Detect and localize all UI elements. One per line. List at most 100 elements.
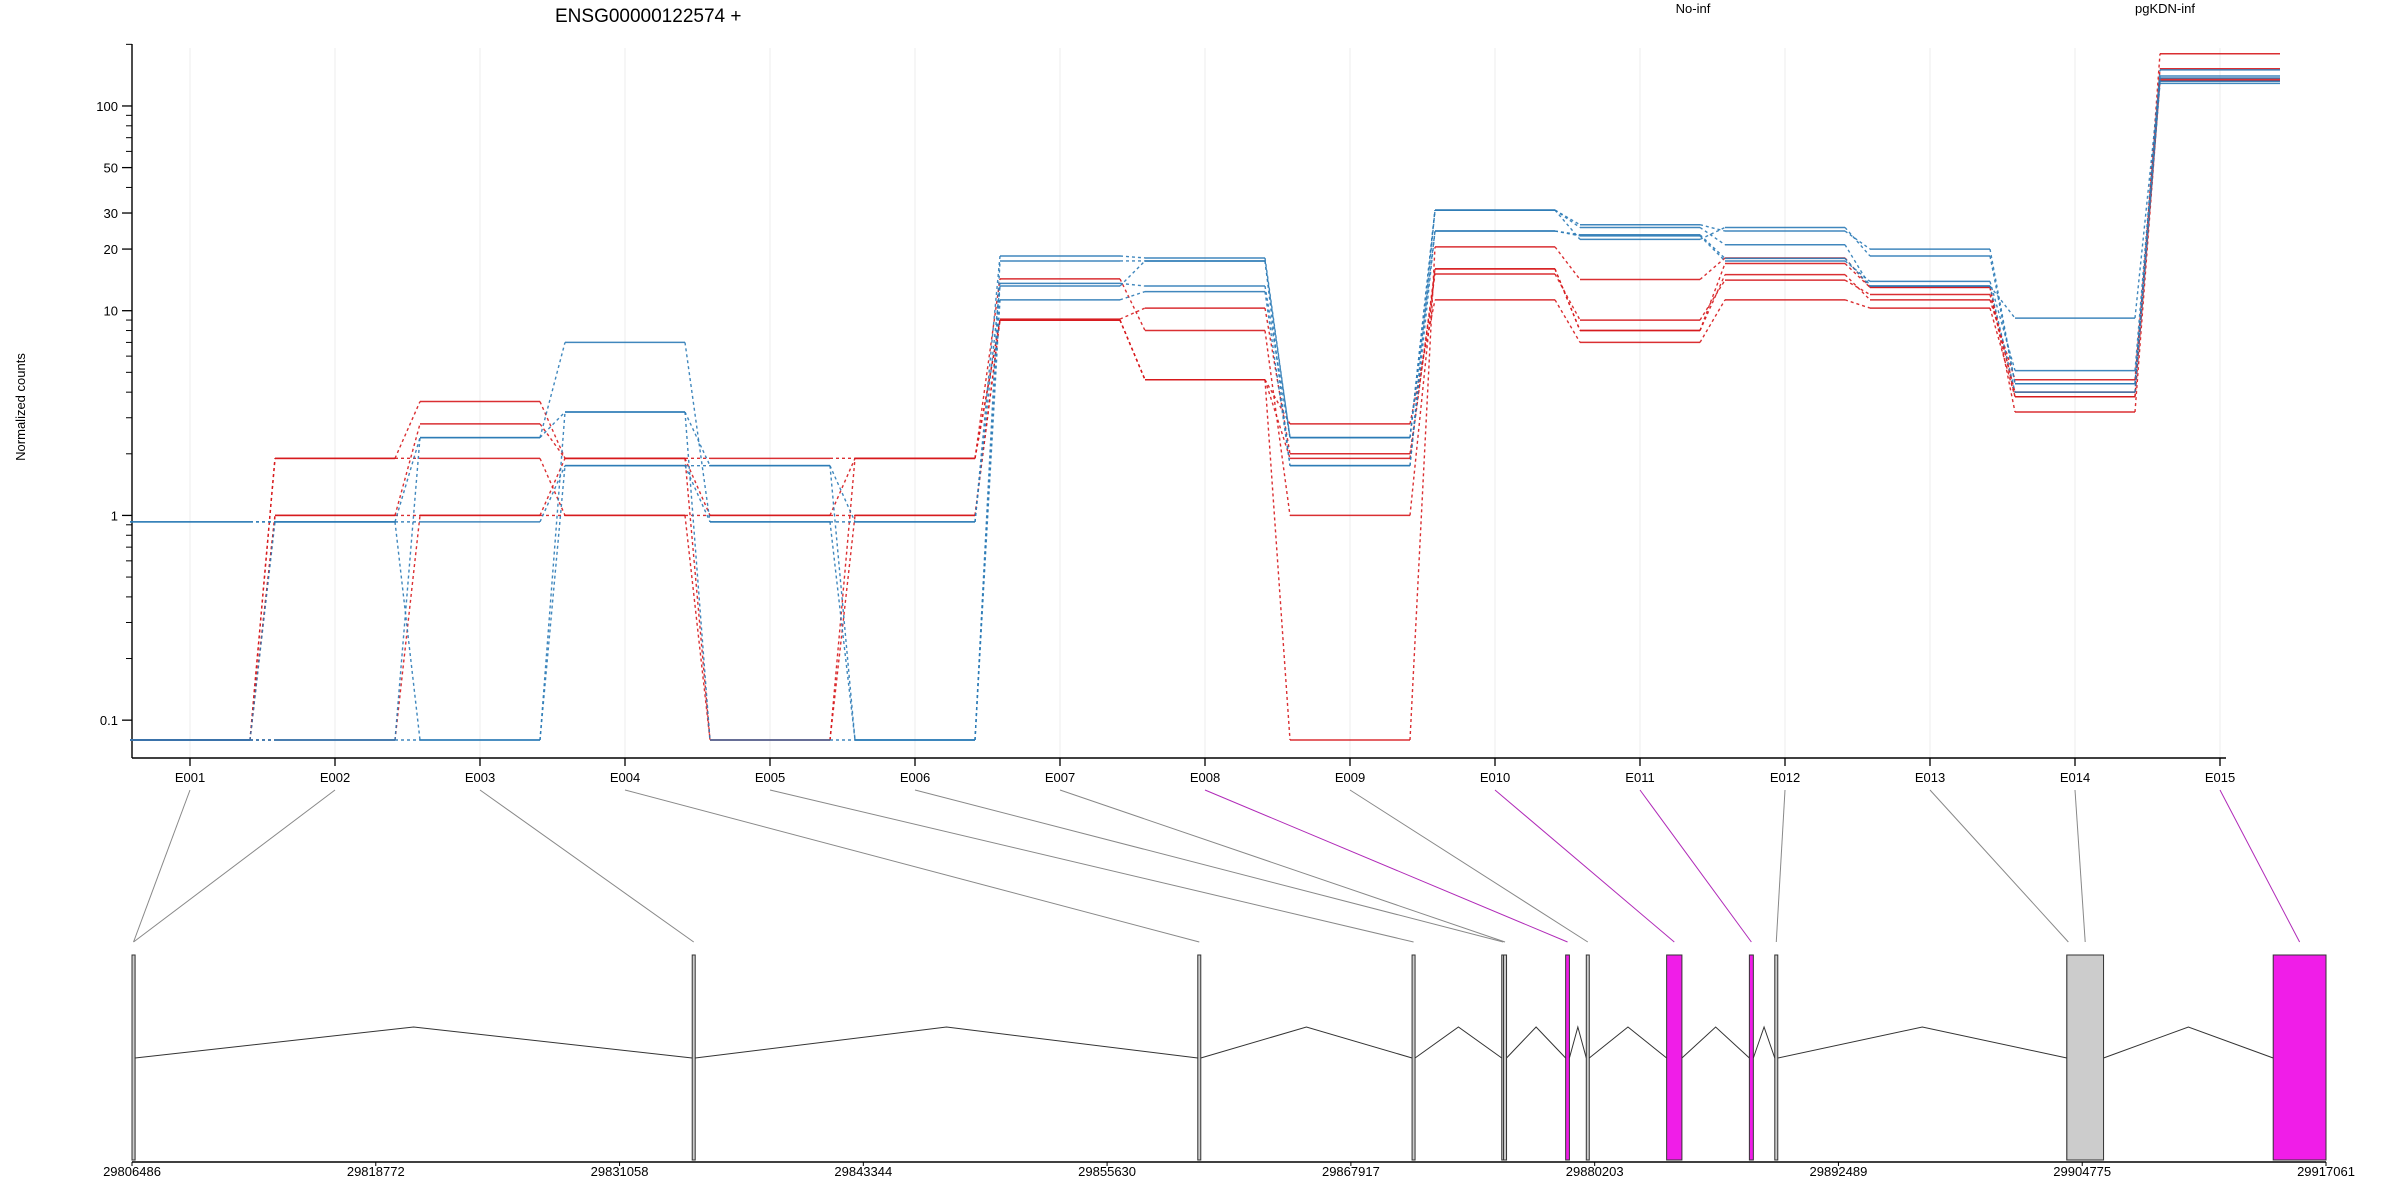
genome-tick-label: 29867917 xyxy=(1322,1164,1380,1179)
series-connector xyxy=(1264,330,1291,516)
series-connector xyxy=(394,521,421,741)
intron-line xyxy=(695,1026,1198,1059)
series-connector xyxy=(684,458,711,516)
x-tick-label: E003 xyxy=(465,770,495,785)
series-connector xyxy=(684,411,711,466)
series-connector xyxy=(394,401,421,459)
series-connector xyxy=(1699,224,1726,232)
genome-tick-label: 29818772 xyxy=(347,1164,405,1179)
connector-e012 xyxy=(1775,789,1786,943)
exon-box-e011 xyxy=(1748,954,1754,1161)
series-connector xyxy=(1264,379,1291,459)
series-connector xyxy=(1844,244,1871,287)
series-connector xyxy=(539,411,566,741)
y-axis-label: Normalized counts xyxy=(13,353,28,461)
connector-e006 xyxy=(914,789,1504,943)
series-connector xyxy=(1119,255,1146,259)
series-connector xyxy=(829,521,856,741)
series-connector xyxy=(1844,227,1871,257)
exon-connectors xyxy=(133,789,2301,943)
genome-tick-label: 29880203 xyxy=(1566,1164,1624,1179)
x-tick-label: E010 xyxy=(1480,770,1510,785)
series-connector xyxy=(1409,230,1436,438)
series-connector xyxy=(1119,260,1146,287)
intron-line xyxy=(1200,1026,1413,1059)
series-connector xyxy=(1409,246,1436,741)
series-connector xyxy=(684,515,711,741)
genome-tick-label: 29806486 xyxy=(103,1164,161,1179)
series-connector xyxy=(1119,282,1146,287)
series-connector xyxy=(974,299,1001,741)
series-connector xyxy=(1554,209,1581,226)
series-connector xyxy=(1844,279,1871,296)
series-connector xyxy=(2134,77,2161,393)
series-connector xyxy=(1409,268,1436,516)
x-tick-label: E002 xyxy=(320,770,350,785)
series-connector xyxy=(684,458,711,741)
series-connector xyxy=(1989,299,2016,380)
x-tick-label: E011 xyxy=(1625,770,1654,785)
connector-e008 xyxy=(1204,789,1568,943)
exon-box-e015 xyxy=(2272,954,2327,1161)
series-connector xyxy=(1554,246,1581,280)
exon-box-e005 xyxy=(1411,954,1416,1161)
genome-tick-label: 29917061 xyxy=(2297,1164,2355,1179)
series-connector xyxy=(1989,281,2016,371)
series-connector xyxy=(1844,257,1871,287)
x-tick-label: E008 xyxy=(1190,770,1220,785)
y-tick-label: 100 xyxy=(96,99,118,114)
series-connector xyxy=(1554,299,1581,343)
connector-e002 xyxy=(133,789,336,943)
intron-line xyxy=(1506,1026,1567,1059)
series-connector xyxy=(1264,260,1291,466)
series-connector xyxy=(1264,285,1291,438)
connector-e011 xyxy=(1639,789,1752,943)
series-connector xyxy=(394,437,421,523)
series-connector xyxy=(829,465,856,741)
intron-line xyxy=(135,1026,693,1059)
connector-e003 xyxy=(479,789,695,943)
series-connector xyxy=(1119,307,1146,320)
series-connector xyxy=(684,465,711,523)
series-connector xyxy=(539,465,566,741)
series-connector xyxy=(2134,69,2161,371)
x-tick-label: E007 xyxy=(1045,770,1075,785)
series-connector xyxy=(829,458,856,516)
series-connector xyxy=(1119,290,1146,301)
series-connector xyxy=(684,411,711,741)
series-connector xyxy=(1409,268,1436,459)
intron-line xyxy=(1568,1025,1587,1059)
series-connector xyxy=(394,515,421,741)
exon-box-e007 xyxy=(1503,954,1508,1161)
x-tick-label: E012 xyxy=(1770,770,1800,785)
genome-tick-label: 29831058 xyxy=(591,1164,649,1179)
connector-e009 xyxy=(1349,789,1589,943)
series-connector xyxy=(1989,285,2016,393)
exon-box-e003 xyxy=(691,954,696,1161)
genome-tick-label: 29843344 xyxy=(834,1164,892,1179)
series-connector xyxy=(1699,226,1726,241)
exon-box-e012 xyxy=(1774,954,1779,1161)
series-connector xyxy=(1699,234,1726,259)
y-tick-label: 50 xyxy=(104,161,118,176)
series-connector xyxy=(829,458,856,741)
intron-line xyxy=(1777,1026,2067,1059)
series-connector xyxy=(974,319,1001,516)
series-connector xyxy=(539,458,566,516)
intron-line xyxy=(2103,1026,2274,1059)
series-connector xyxy=(539,423,566,459)
y-tick-label: 20 xyxy=(104,242,118,257)
series-connector xyxy=(1844,263,1871,288)
series-connector xyxy=(829,515,856,741)
x-tick-label: E014 xyxy=(2060,770,2090,785)
chart-title: ENSG00000122574 + xyxy=(555,6,741,27)
exon-box-e010 xyxy=(1666,954,1683,1161)
legend-no-inf: No-inf xyxy=(1676,1,1711,16)
series-connector xyxy=(1554,209,1581,229)
series-connector xyxy=(1699,257,1726,281)
x-tick-label: E015 xyxy=(2205,770,2235,785)
series-lines xyxy=(130,52,2280,741)
series-connector xyxy=(539,401,566,459)
series-connector xyxy=(1554,230,1581,236)
